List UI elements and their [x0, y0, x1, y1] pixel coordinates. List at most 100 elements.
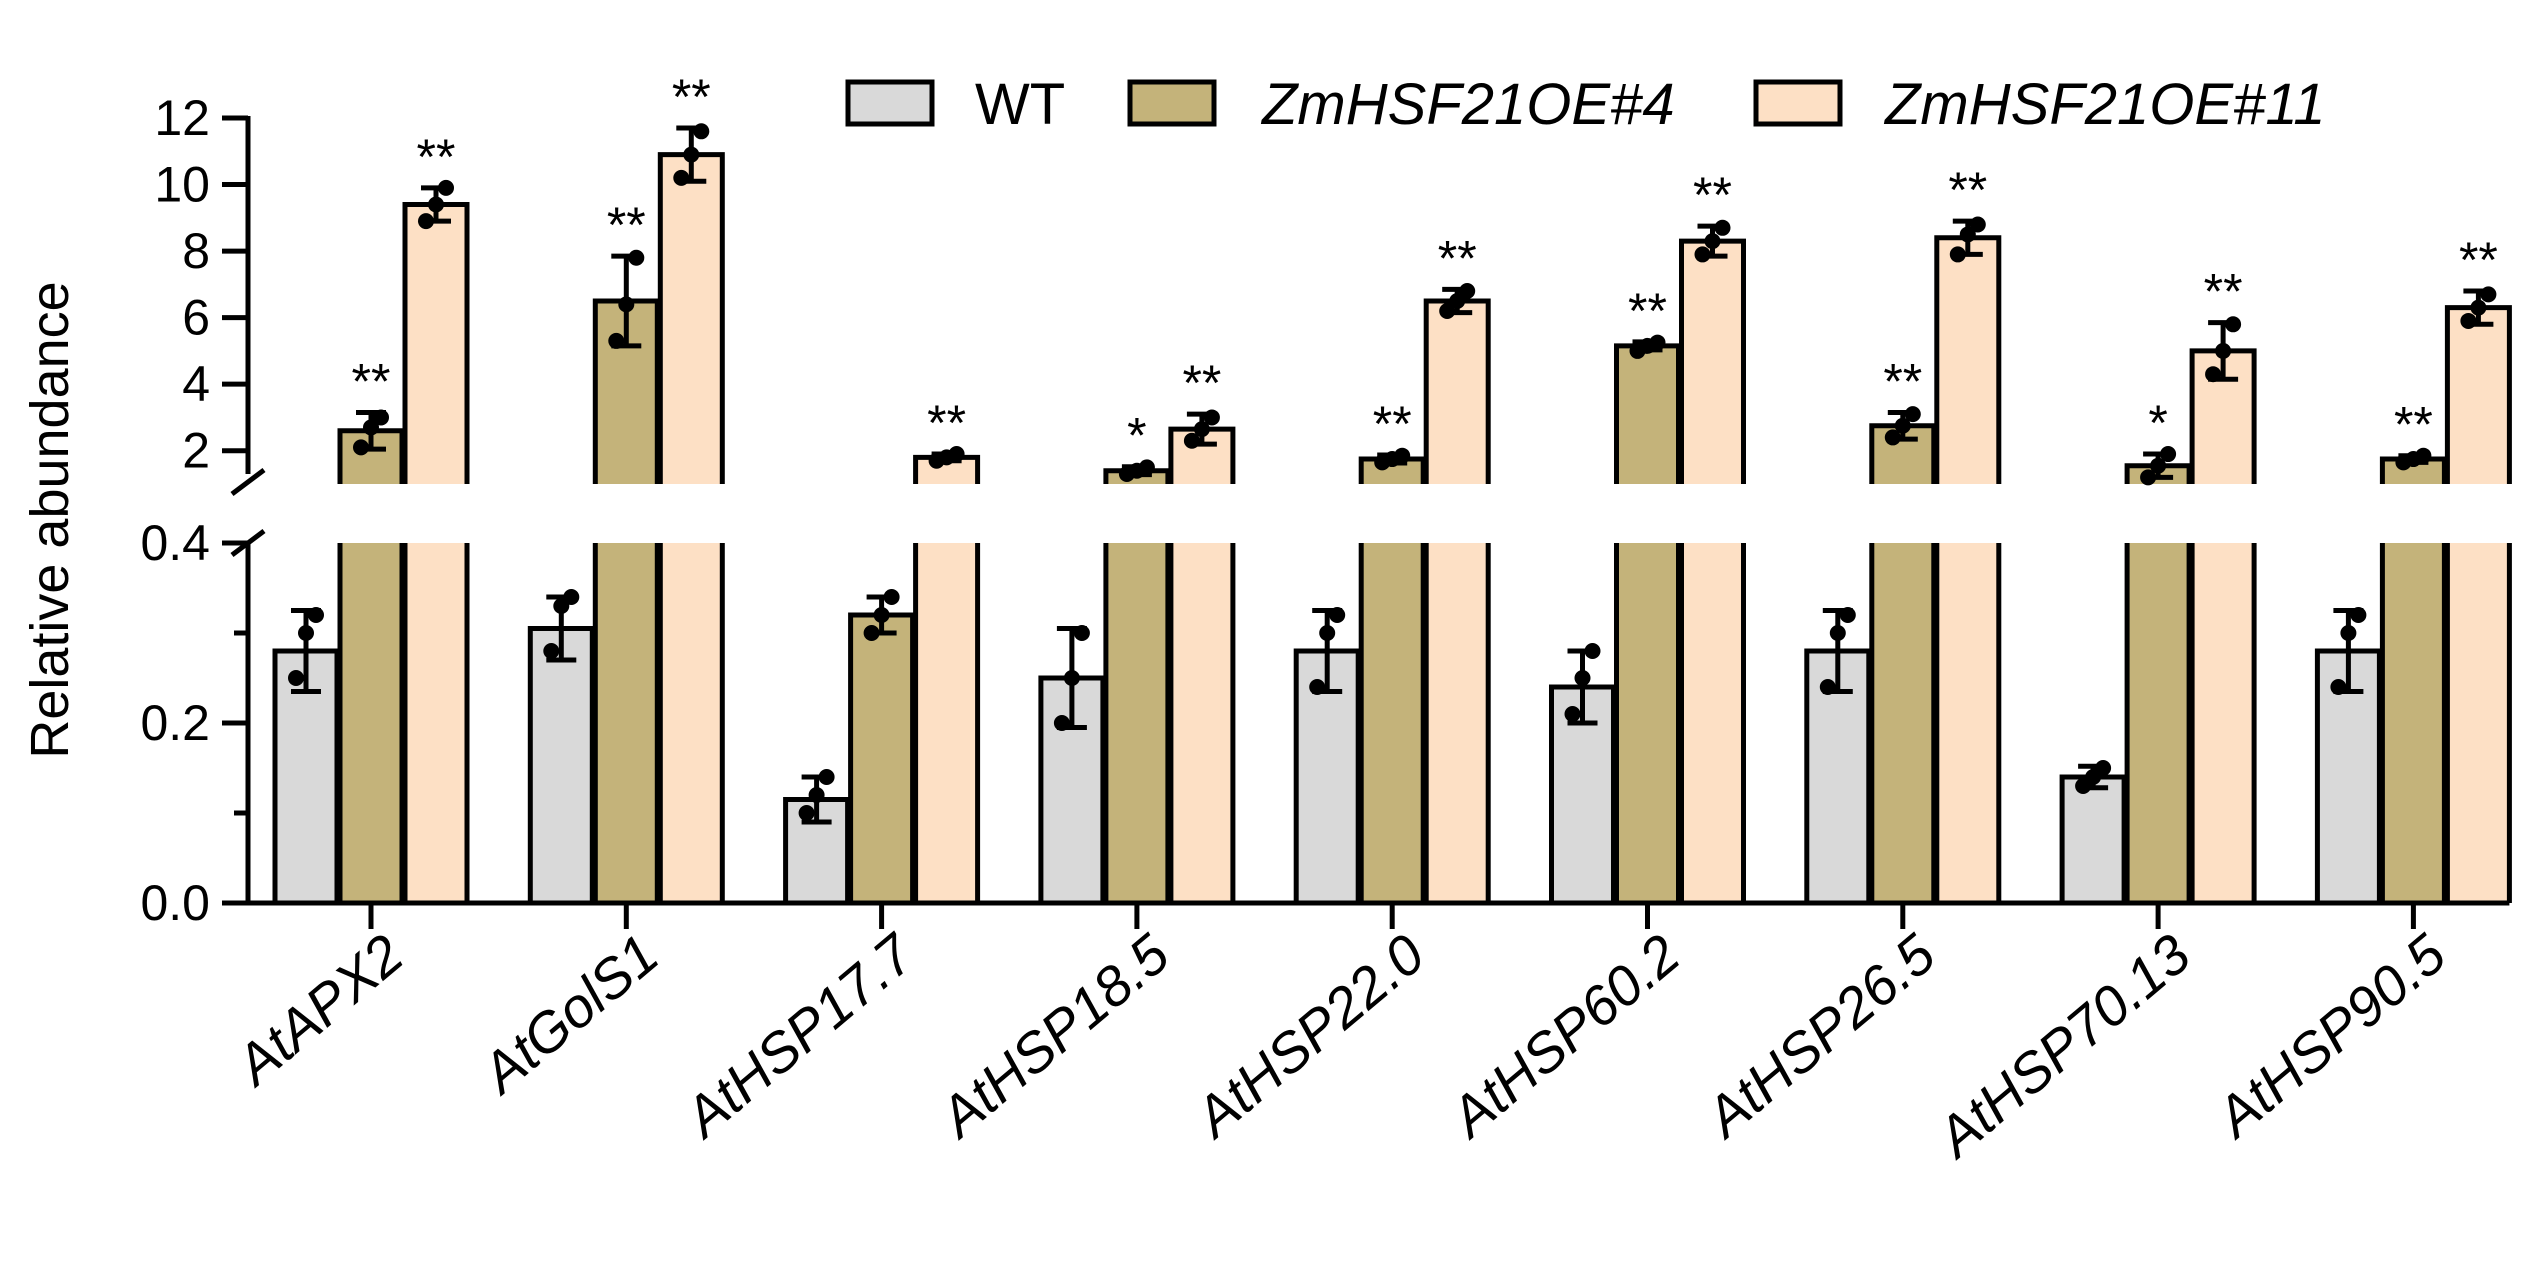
bar-group-athsp26-5-wt — [1804, 607, 1872, 906]
bar-lower-fill — [2382, 543, 2445, 903]
y-axis-title: Relative abundance — [20, 281, 80, 758]
x-tick-label: AtHSP70.13 — [1923, 922, 2202, 1170]
bar-group-athsp17-7-zmhsf21oe-11: ** — [913, 395, 981, 906]
data-point — [1073, 625, 1090, 641]
data-point — [1959, 226, 1976, 243]
data-point — [1053, 715, 1070, 731]
significance-marker: * — [2148, 395, 2167, 451]
legend-entry-zmhsf21oe-4: ZmHSF21OE#4 — [1127, 72, 1675, 137]
x-tick-label: AtHSP60.2 — [1436, 922, 1691, 1150]
x-tick-label: AtHSP17.7 — [670, 921, 926, 1150]
bar-group-athsp70-13-wt — [2059, 760, 2127, 906]
bar-upper-fill — [2447, 307, 2510, 484]
significance-marker: * — [1127, 408, 1146, 464]
legend-label: ZmHSF21OE#4 — [1260, 72, 1675, 137]
bar-group-athsp22-0-zmhsf21oe-11: ** — [1423, 230, 1491, 906]
bar-lower-fill — [660, 543, 723, 903]
data-point — [2470, 299, 2487, 316]
y-tick-label: 10 — [154, 157, 210, 213]
data-point — [628, 249, 645, 266]
data-point — [1128, 462, 1145, 479]
significance-marker: ** — [417, 129, 456, 185]
bar-group-athsp70-13-zmhsf21oe-11: ** — [2189, 264, 2257, 906]
legend-swatch — [1753, 79, 1843, 127]
significance-marker: ** — [1628, 283, 1667, 339]
bar-lower-fill — [340, 543, 402, 903]
data-point — [2480, 286, 2497, 303]
data-point — [608, 332, 625, 349]
data-point — [1819, 679, 1836, 695]
y-tick-label: 0.2 — [140, 695, 210, 751]
data-point — [1894, 417, 1911, 434]
significance-marker: ** — [2459, 232, 2498, 288]
data-point — [673, 169, 690, 186]
data-point — [373, 409, 389, 426]
y-tick-label: 0.4 — [140, 515, 210, 571]
bar-group-atapx2-zmhsf21oe-11: ** — [402, 129, 470, 906]
data-point — [553, 598, 570, 614]
data-point — [2160, 446, 2177, 463]
data-point — [1203, 409, 1220, 426]
y-tick-label: 12 — [154, 90, 210, 146]
legend-swatch — [1127, 79, 1217, 127]
x-tick-label: AtGolS1 — [467, 922, 670, 1106]
legend: WT ZmHSF21OE#4 ZmHSF21OE#11 — [845, 72, 2326, 137]
data-point — [808, 787, 825, 803]
bar-lower-fill — [595, 543, 658, 903]
data-point — [873, 607, 890, 623]
bar-upper-fill — [1426, 301, 1489, 484]
bar-upper-fill — [1616, 345, 1679, 484]
significance-marker: ** — [1883, 353, 1922, 409]
data-point — [438, 179, 454, 196]
bar-group-athsp60-2-wt — [1549, 643, 1616, 906]
data-point — [863, 625, 880, 641]
bar-group-athsp26-5-zmhsf21oe-11: ** — [1934, 162, 2002, 906]
data-point — [2405, 451, 2422, 468]
data-point — [1574, 670, 1591, 686]
significance-marker: ** — [1182, 355, 1221, 411]
y-tick-label: 0.0 — [140, 875, 210, 931]
significance-marker: ** — [927, 395, 966, 451]
significance-marker: ** — [607, 197, 646, 253]
data-point — [543, 643, 560, 659]
data-point — [798, 805, 815, 821]
bar-lower-fill — [2127, 543, 2190, 903]
data-point — [2140, 469, 2157, 486]
data-point — [1704, 233, 1721, 250]
data-point — [1439, 302, 1456, 319]
data-point — [818, 769, 835, 785]
data-point — [1459, 283, 1476, 300]
bar-lower-fill — [1170, 543, 1233, 903]
y-tick-label: 8 — [182, 223, 210, 279]
bar-group-athsp18-5-zmhsf21oe-4: * — [1103, 408, 1171, 906]
bar-lower-fill — [1936, 543, 1999, 903]
data-point — [288, 670, 304, 686]
data-point — [2215, 342, 2232, 359]
significance-marker: ** — [1438, 230, 1477, 286]
data-point — [883, 589, 900, 605]
bar-group-athsp17-7-zmhsf21oe-4 — [848, 589, 916, 906]
bar-upper-fill — [1936, 237, 1999, 484]
bar-group-athsp90-5-zmhsf21oe-11: ** — [2444, 232, 2512, 906]
bar-group-athsp18-5-wt — [1038, 625, 1106, 906]
bar-group-athsp90-5-wt — [2314, 607, 2382, 906]
data-point — [363, 419, 379, 436]
legend-swatch — [845, 79, 935, 127]
data-point — [1714, 219, 1731, 236]
bar-group-athsp26-5-zmhsf21oe-4: ** — [1869, 353, 1937, 906]
significance-marker: ** — [1693, 167, 1732, 223]
bars-layer: ***** ******* ************** ****** — [272, 69, 2512, 906]
data-point — [1384, 451, 1401, 468]
bar-lower-fill — [1871, 543, 1934, 903]
data-point — [1564, 706, 1581, 722]
bar-group-athsp90-5-zmhsf21oe-4: ** — [2379, 397, 2447, 906]
data-point — [618, 296, 635, 313]
bar — [848, 612, 916, 906]
y-tick-label: 2 — [182, 423, 210, 479]
legend-label: ZmHSF21OE#11 — [1883, 72, 2326, 137]
bar-group-athsp18-5-zmhsf21oe-11: ** — [1168, 355, 1236, 906]
significance-marker: ** — [672, 69, 711, 125]
bar-lower-fill — [1616, 543, 1679, 903]
bar-group-athsp22-0-wt — [1293, 607, 1361, 906]
x-tick-label: AtHSP26.5 — [1691, 921, 1947, 1150]
